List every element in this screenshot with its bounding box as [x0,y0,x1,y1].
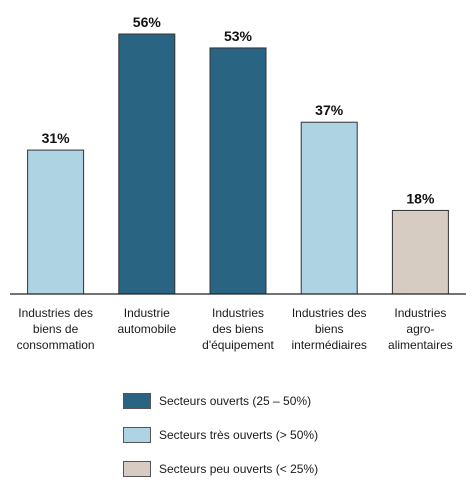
tick-label-0-0: Industries des [18,306,93,320]
bar-0 [27,149,85,295]
legend-label-little-open: Secteurs peu ouverts (< 25%) [159,462,319,476]
legend-swatch-very-open [123,427,151,443]
data-label-4: 18% [406,190,435,206]
tick-label-2-2: d'équipement [202,338,274,352]
bar-3 [300,121,358,295]
data-label-3: 37% [315,102,344,118]
tick-label-0-2: consommation [17,338,95,352]
legend-item-little-open: Secteurs peu ouverts (< 25%) [123,460,318,478]
tick-label-2-1: des biens [212,322,263,336]
legend: Secteurs ouverts (25 – 50%) Secteurs trè… [123,392,318,494]
legend-item-open: Secteurs ouverts (25 – 50%) [123,392,318,410]
tick-label-3-1: biens [315,322,344,336]
bar-2 [209,47,267,295]
tick-label-0-1: biens de [33,322,79,336]
legend-label-open: Secteurs ouverts (25 – 50%) [159,394,312,408]
data-label-2: 53% [224,28,253,44]
legend-item-very-open: Secteurs très ouverts (> 50%) [123,426,318,444]
tick-label-3-0: Industries des [292,306,367,320]
data-label-1: 56% [133,14,162,30]
legend-swatch-little-open [123,461,151,477]
tick-label-2-0: Industries [212,306,264,320]
bar-1 [118,33,176,295]
tick-label-4-0: Industries [394,306,446,320]
legend-swatch-open [123,393,151,409]
bar-4 [391,209,449,295]
tick-label-3-2: intermédiaires [292,338,367,352]
tick-label-1-1: automobile [117,322,176,336]
tick-label-1-0: Industrie [124,306,170,320]
tick-label-4-2: alimentaires [388,338,453,352]
bar-chart: 31% Industries des biens de consommation 56%… [10,14,466,352]
tick-label-4-1: agro- [406,322,434,336]
data-label-0: 31% [42,130,71,146]
legend-label-very-open: Secteurs très ouverts (> 50%) [159,428,319,442]
